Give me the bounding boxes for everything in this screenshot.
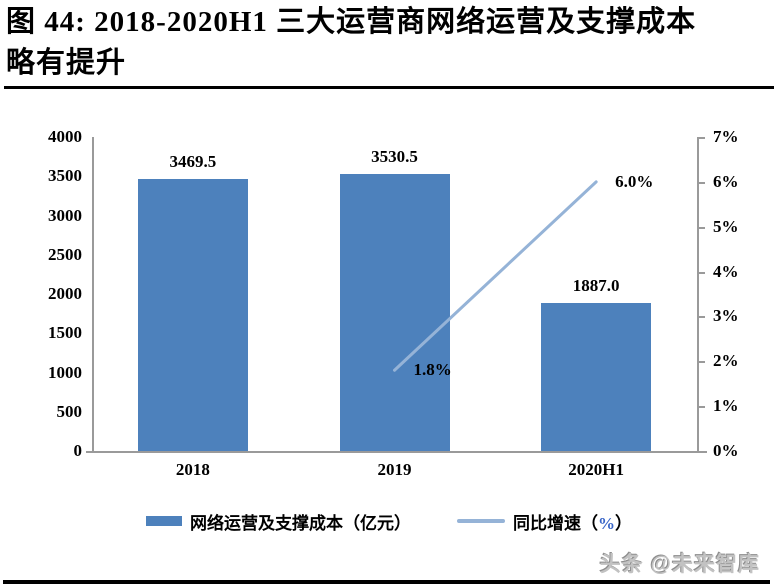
figure-title-line2: 略有提升: [6, 47, 127, 79]
y-axis-tick-label: 3500: [48, 166, 82, 186]
growth-annotation: 6.0%: [615, 171, 654, 191]
growth-line-svg: [393, 180, 598, 372]
y-axis-tick-label: 500: [56, 401, 83, 421]
pct-axis-tick-mark: [697, 406, 705, 409]
y-axis-tick-label: 4000: [48, 127, 82, 146]
y-axis-line: [92, 137, 94, 453]
y-axis-tick-label: 2000: [48, 284, 82, 303]
bar-2018: [137, 178, 248, 451]
bar-value-label: 1887.0: [572, 275, 620, 295]
pct-axis-tick-label: 6%: [713, 171, 739, 191]
secondary-y-axis-line: [697, 137, 699, 453]
pct-axis-tick-label: 7%: [713, 127, 739, 146]
pct-axis-tick-mark: [697, 181, 705, 184]
bar-line-chart: 4000 3500 3000 2500 2000 1500 1000 500 0 7% 6% 5% 4%…: [0, 96, 778, 496]
pct-axis-tick-mark: [697, 226, 705, 229]
legend-item-2: 同比增速（%）: [457, 509, 632, 534]
y-axis-tick-label: 0: [73, 441, 83, 460]
pct-axis-tick-mark: [697, 316, 705, 319]
y-axis-tick-label: 2500: [48, 244, 82, 264]
bottom-separator-line: [3, 580, 770, 584]
x-axis-line: [86, 451, 707, 453]
pct-axis-tick-label: 4%: [713, 261, 739, 281]
category-label-2020H1: 2020H1: [568, 460, 625, 479]
pct-axis-tick-label: 1%: [713, 396, 739, 416]
category-label-2019: 2019: [377, 460, 412, 479]
pct-axis-tick-mark: [697, 451, 705, 453]
y-axis-tick-label: 1500: [48, 323, 82, 343]
chart-legend: 网络运营及支撑成本（亿元） 同比增速（%）: [0, 506, 778, 536]
bar-value-label: 3469.5: [169, 151, 217, 171]
growth-line: [393, 180, 598, 372]
bar-value-label: 3530.5: [371, 146, 418, 166]
pct-axis-tick-mark: [697, 271, 705, 274]
y-axis-tick-label: 1000: [48, 362, 82, 382]
bar-2020H1: [541, 302, 652, 451]
legend-item-1: 网络运营及支撑成本（亿元）: [146, 509, 411, 534]
figure-title: 图 44: 2018-2020H1 三大运营商网络运营及支撑成本 略有提升: [6, 2, 772, 84]
y-axis-tick-label: 3000: [48, 205, 82, 225]
watermark-text: 头条 @未来智库: [599, 553, 760, 576]
figure-title-line1: 图 44: 2018-2020H1 三大运营商网络运营及支撑成本: [6, 6, 697, 38]
pct-axis-tick-label: 2%: [713, 351, 739, 371]
growth-annotation: 1.8%: [413, 360, 452, 380]
pct-axis-tick-label: 3%: [713, 306, 739, 326]
pct-axis-tick-mark: [697, 361, 705, 364]
legend-bar-swatch: [146, 516, 182, 526]
legend-item-label: 网络运营及支撑成本（亿元）: [190, 513, 411, 533]
bar-2019: [339, 173, 450, 451]
legend-line-swatch: [457, 519, 505, 523]
legend-item-label: 同比增速（%）: [513, 513, 632, 533]
category-label-2018: 2018: [175, 460, 210, 479]
legend-percent-sign: %: [598, 513, 615, 533]
pct-axis-tick-label: 0%: [713, 441, 739, 460]
pct-axis-tick-label: 5%: [713, 216, 739, 236]
pct-axis-tick-mark: [697, 137, 705, 139]
title-separator-line: [4, 86, 774, 89]
